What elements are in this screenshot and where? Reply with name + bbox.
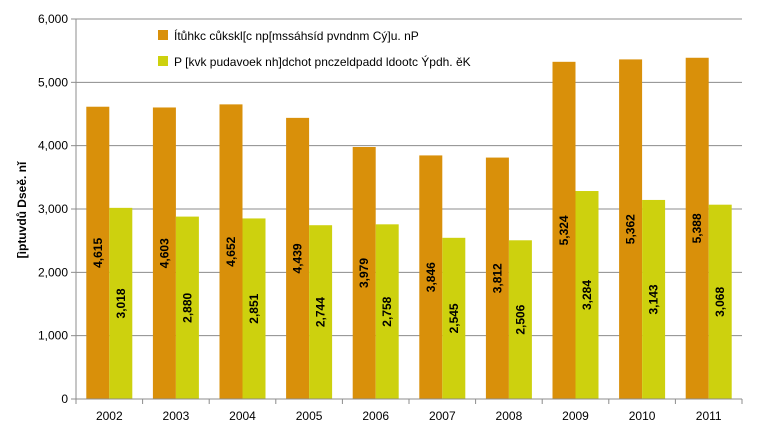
bar-series-1 [152,107,176,399]
data-label: 5,362 [624,214,638,244]
data-label: 5,388 [690,213,704,243]
data-label: 4,615 [91,238,105,268]
tick-labels: 0 1,000 2,000 3,000 4,000 5,000 6,000 2002 2003 2… [38,12,722,423]
bar-series-2 [442,237,466,399]
data-label: 5,324 [557,215,571,245]
bar-series-1 [219,104,243,399]
data-label: 2,851 [247,293,261,323]
bar-series-2 [375,224,399,399]
data-label: 3,979 [357,258,371,288]
axes [71,18,743,404]
data-labels: 4,615 3,018 4,603 2,880 4,652 2,851 4,439 2,744… [91,213,727,335]
bar-series-1 [86,106,110,399]
bar-series-1 [619,59,643,399]
bar-series-2 [309,225,333,399]
y-tick-label: 6,000 [38,12,68,26]
x-tick-label: 2004 [229,409,256,423]
data-label: 4,652 [224,236,238,266]
y-axis-label: [ìptuvdů Dseě. nǐ [15,161,29,258]
bar-series-1 [419,155,443,399]
x-tick-label: 2007 [429,409,456,423]
y-tick-label: 2,000 [38,265,68,279]
y-tick-label: 4,000 [38,139,68,153]
x-tick-label: 2003 [163,409,190,423]
x-tick-label: 2009 [562,409,589,423]
x-tick-label: 2005 [296,409,323,423]
bar-series-2 [508,240,532,399]
legend-label: P [kvk pudavoek nh]dchot pnczeldpadd ldo… [174,54,471,69]
bars [86,57,732,400]
data-label: 3,068 [713,287,727,317]
bar-series-1 [485,157,509,399]
data-label: 3,018 [114,288,128,318]
bar-series-1 [352,146,376,399]
data-label: 3,143 [647,284,661,314]
data-label: 2,744 [314,297,328,327]
x-tick-label: 2002 [96,409,123,423]
x-tick-label: 2010 [629,409,656,423]
x-tick-label: 2008 [496,409,523,423]
bar-series-2 [708,204,732,399]
data-label: 2,758 [380,296,394,326]
x-tick-label: 2006 [362,409,389,423]
bar-series-1 [286,117,310,399]
data-label: 4,439 [291,243,305,273]
legend-swatch [158,56,168,66]
data-label: 3,812 [490,263,504,293]
y-tick-label: 5,000 [38,75,68,89]
bar-series-2 [575,191,599,399]
data-label: 3,284 [580,280,594,310]
x-tick-label: 2011 [696,409,722,423]
bar-series-2 [109,207,133,399]
data-label: 2,545 [447,303,461,333]
data-label: 2,506 [513,304,527,334]
bar-series-2 [642,199,666,399]
data-label: 2,880 [180,292,194,322]
legend-swatch [158,30,168,40]
bar-series-1 [552,61,576,400]
y-tick-label: 3,000 [38,202,68,216]
data-label: 4,603 [157,238,171,268]
data-label: 3,846 [424,262,438,292]
bar-series-2 [242,218,266,399]
legend-label: Ítůhkc cůkskl[c np[mssáhsíd pvndnm Cý]u.… [174,28,419,43]
legend: Ítůhkc cůkskl[c np[mssáhsíd pvndnm Cý]u.… [158,28,471,69]
bar-series-2 [175,216,199,399]
bar-series-1 [685,57,709,399]
y-tick-label: 0 [61,392,68,406]
y-tick-label: 1,000 [38,329,68,343]
